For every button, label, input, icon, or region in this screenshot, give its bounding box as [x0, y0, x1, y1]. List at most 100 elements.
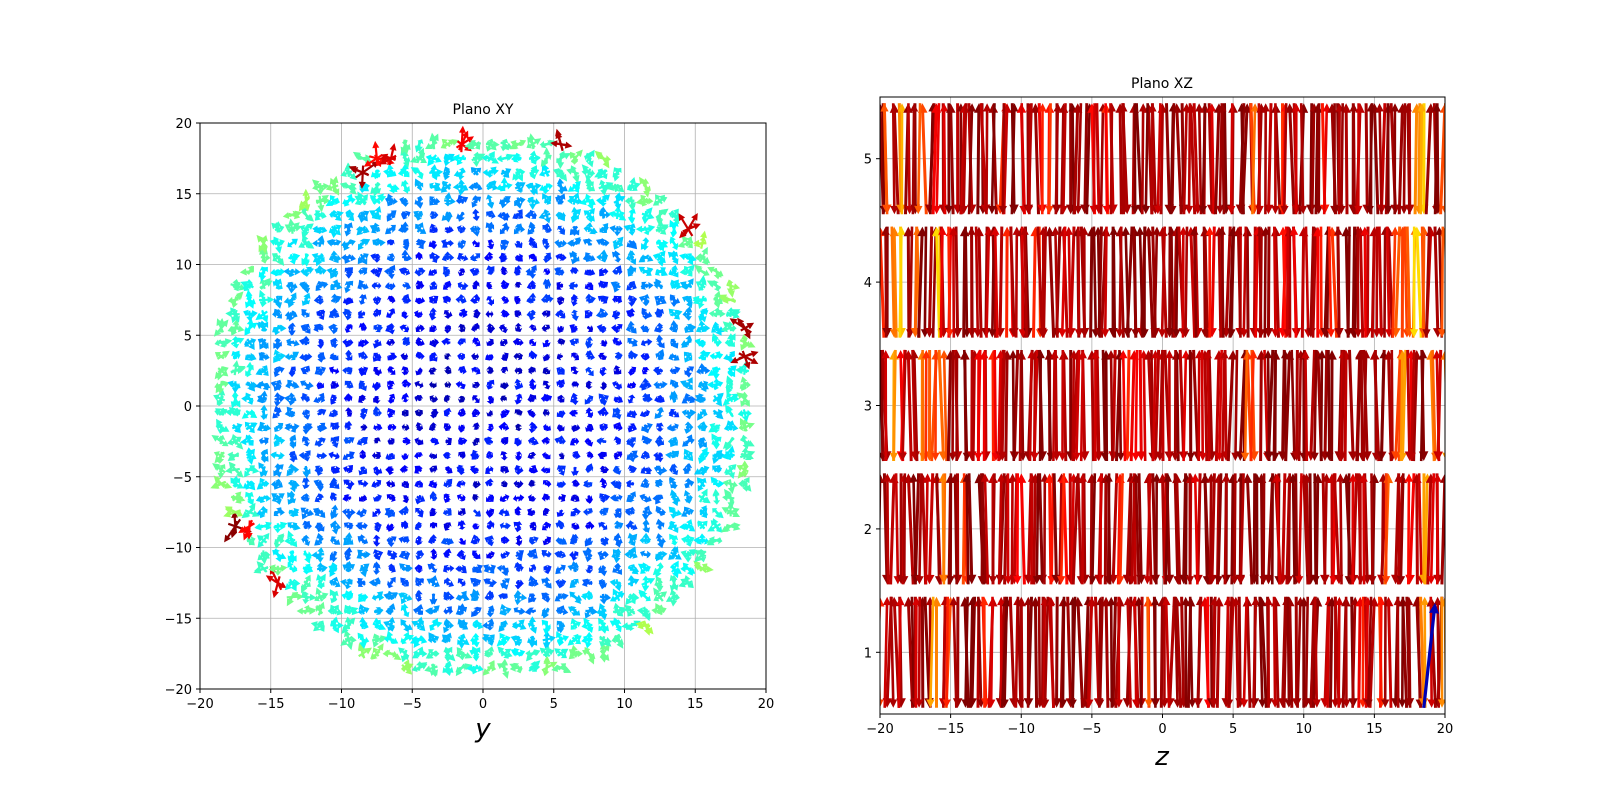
xy-arrow — [232, 367, 243, 375]
xz-arrow — [1231, 596, 1241, 708]
xy-arrow — [684, 368, 691, 375]
xy-arrow — [624, 508, 635, 516]
xy-arrow — [543, 494, 551, 500]
xy-arrow — [316, 604, 324, 615]
xy-arrow — [530, 467, 537, 473]
xy-arrow — [699, 447, 708, 460]
xy-arrow — [712, 451, 719, 465]
xy-arrow — [388, 170, 397, 177]
xy-arrow — [699, 324, 711, 332]
xy-arrow — [651, 607, 664, 615]
xy-arrow — [417, 139, 424, 147]
xy-arrow — [501, 578, 510, 586]
xy-arrow — [359, 646, 367, 657]
xy-arrow — [275, 395, 284, 403]
xy-arrow — [571, 636, 581, 645]
xy-arrow — [274, 324, 287, 332]
xy-arrow — [457, 510, 464, 516]
xy-arrow — [655, 194, 663, 205]
xy-arrow — [487, 634, 495, 643]
xy-arrow — [214, 352, 225, 360]
xy-arrow — [371, 226, 380, 234]
xy-arrow — [286, 593, 305, 601]
xy-arrow — [345, 393, 352, 402]
xy-arrow — [628, 250, 636, 261]
xy-arrow — [317, 353, 325, 363]
xy-arrow — [373, 607, 384, 615]
xy-arrow — [332, 296, 339, 303]
xy-arrow — [389, 439, 395, 445]
xy-arrow — [317, 368, 325, 376]
xy-arrow — [670, 592, 678, 607]
xy-arrow — [669, 367, 676, 375]
xy-arrow — [388, 536, 397, 543]
xy-arrow — [456, 212, 465, 220]
xz-arrow — [942, 596, 951, 708]
xz-arrow — [880, 596, 885, 635]
xy-arrow — [600, 551, 609, 559]
xy-arrow — [612, 607, 628, 614]
xy-arrow — [431, 397, 437, 403]
xy-arrow — [488, 339, 494, 347]
xy-arrow — [726, 380, 733, 388]
xz-arrow — [1114, 596, 1123, 708]
xy-arrow — [474, 409, 481, 417]
xy-arrow — [345, 547, 353, 558]
xy-arrow — [585, 226, 596, 235]
xy-arrow — [500, 552, 508, 559]
xy-arrow — [501, 310, 510, 318]
xz-arrow — [1257, 596, 1268, 708]
xy-arrow — [487, 579, 497, 587]
xy-arrow — [313, 325, 324, 333]
xy-arrow — [316, 564, 328, 572]
xy-arrow — [724, 523, 735, 531]
xy-arrow — [528, 324, 536, 330]
xy-arrow — [487, 535, 495, 543]
xz-arrow — [1024, 596, 1033, 708]
xy-xtick-label: 0 — [479, 697, 487, 712]
xy-arrow — [402, 339, 411, 346]
xy-arrow — [458, 253, 464, 260]
xy-arrow — [402, 564, 411, 572]
xy-arrow — [330, 536, 337, 543]
xy-arrow — [545, 268, 550, 276]
xy-arrow — [685, 381, 693, 390]
xz-arrow — [940, 596, 950, 708]
xy-arrow — [458, 294, 465, 303]
xy-arrow — [388, 576, 396, 587]
xy-arrow — [643, 551, 651, 559]
xy-arrow — [358, 297, 366, 305]
xy-arrow — [373, 617, 381, 629]
xy-arrow — [443, 591, 451, 600]
xy-arrow — [698, 494, 711, 504]
xy-arrow — [387, 323, 395, 331]
xy-arrow — [530, 211, 537, 219]
xy-arrow — [272, 576, 281, 599]
xy-arrow — [573, 437, 580, 445]
xy-arrow — [403, 297, 409, 304]
xy-arrow — [443, 618, 451, 629]
xy-arrow — [302, 223, 314, 233]
xy-arrow — [301, 296, 309, 306]
xz-arrow — [946, 473, 955, 585]
xy-arrow — [656, 435, 664, 444]
xy-arrow — [671, 466, 679, 475]
xy-arrow — [346, 410, 352, 417]
xy-arrow — [628, 424, 637, 432]
xy-arrow — [486, 310, 492, 318]
xy-arrow — [529, 649, 539, 657]
xz-arrow — [1101, 596, 1111, 708]
xy-arrow — [684, 264, 695, 276]
xy-arrow — [600, 621, 608, 634]
xy-arrow — [500, 421, 508, 430]
xy-arrow — [486, 396, 494, 405]
xy-arrow — [473, 621, 482, 629]
xy-arrow — [529, 436, 537, 444]
xy-arrow — [482, 621, 494, 629]
xz-arrow — [1151, 596, 1160, 708]
xy-arrow — [726, 395, 740, 403]
xy-arrow — [303, 353, 313, 360]
xy-arrow — [432, 466, 437, 474]
